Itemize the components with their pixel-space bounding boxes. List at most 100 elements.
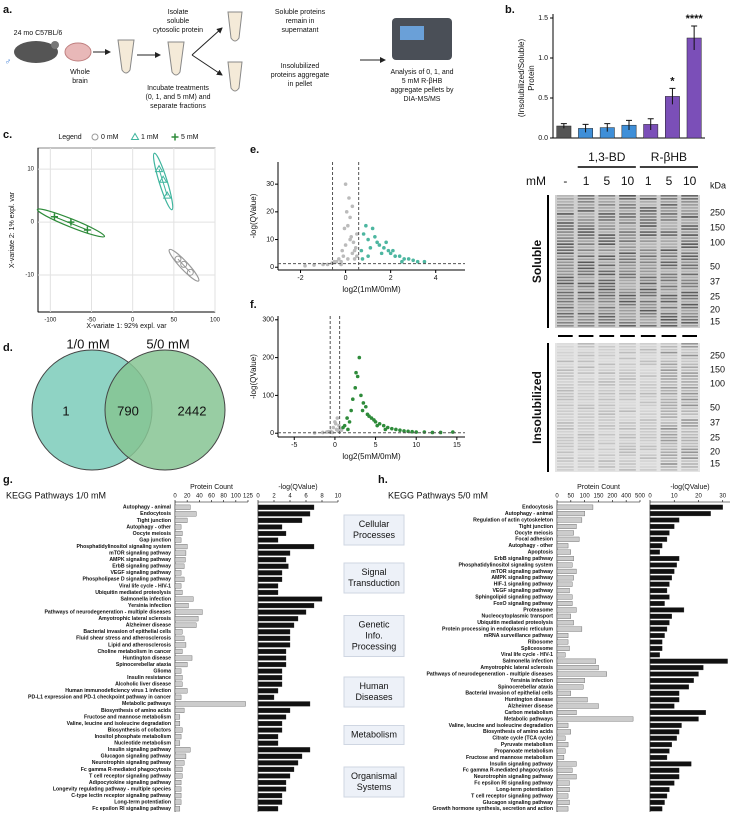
bar bbox=[649, 710, 706, 716]
tube-icon bbox=[117, 39, 135, 74]
gel-band bbox=[681, 392, 698, 395]
gel-band bbox=[577, 288, 595, 291]
gel-band bbox=[577, 413, 595, 415]
gel-band bbox=[639, 240, 657, 242]
gel-band bbox=[660, 252, 678, 255]
gel-band bbox=[557, 246, 574, 248]
pathway-label: Autophagy - other bbox=[126, 524, 171, 530]
gel-band bbox=[660, 324, 678, 327]
gel-band bbox=[557, 264, 574, 267]
gel-band bbox=[577, 294, 595, 297]
gel-band bbox=[557, 282, 574, 285]
gel-band bbox=[681, 267, 698, 270]
gel-band bbox=[660, 312, 678, 315]
gel-band bbox=[577, 436, 595, 439]
gel-band bbox=[598, 321, 616, 324]
x-tick-label: 80 bbox=[220, 494, 227, 500]
venn-set-label: 5/0 mM bbox=[146, 336, 189, 351]
point bbox=[402, 257, 406, 261]
point bbox=[402, 429, 406, 433]
gel-band bbox=[639, 469, 657, 471]
point bbox=[186, 268, 194, 276]
gel-band bbox=[619, 442, 636, 445]
gel-band bbox=[639, 445, 657, 448]
gel-band bbox=[619, 466, 636, 468]
panel-label: e. bbox=[250, 144, 259, 156]
bar bbox=[174, 681, 183, 687]
group-label: Metabolism bbox=[351, 729, 397, 739]
gel-band bbox=[557, 348, 574, 351]
point bbox=[320, 430, 325, 435]
gel-band bbox=[639, 195, 657, 197]
gel-band bbox=[557, 395, 574, 398]
point bbox=[381, 423, 386, 428]
gel-band bbox=[619, 306, 636, 309]
gel-band bbox=[619, 285, 636, 288]
gel-band bbox=[557, 318, 574, 321]
gel-band bbox=[639, 222, 657, 224]
mouse-icon bbox=[14, 41, 58, 63]
gel-band bbox=[598, 460, 616, 462]
chart-title: KEGG Pathways 5/0 mM bbox=[388, 490, 488, 500]
bar bbox=[556, 754, 565, 760]
x-tick-label: -50 bbox=[87, 318, 96, 324]
bar bbox=[556, 799, 570, 805]
gel-band bbox=[681, 372, 698, 374]
gel-band bbox=[557, 392, 574, 395]
bar bbox=[556, 735, 566, 741]
gel-band bbox=[619, 425, 636, 427]
bar bbox=[556, 787, 570, 793]
pathway-label: Ubiquitin mediated proteolysis bbox=[477, 620, 553, 626]
gel-band bbox=[660, 303, 678, 306]
gel-band bbox=[577, 395, 595, 398]
gel-band bbox=[598, 351, 616, 354]
y-tick-label: 20 bbox=[266, 209, 274, 216]
bar bbox=[556, 697, 588, 703]
y-tick-label: 0.0 bbox=[538, 135, 548, 142]
step-text: proteins aggregate bbox=[271, 72, 329, 79]
y-tick-label: 30 bbox=[266, 181, 274, 188]
gel-band bbox=[660, 460, 678, 462]
pathway-label: Endocytosis bbox=[140, 511, 171, 517]
point bbox=[303, 264, 307, 268]
gel-band bbox=[577, 451, 595, 454]
gel-band bbox=[681, 219, 698, 221]
bar bbox=[257, 609, 307, 615]
gel-band bbox=[681, 291, 698, 294]
gel-band bbox=[598, 345, 616, 348]
gel-band bbox=[577, 270, 595, 273]
gel-band bbox=[577, 228, 595, 230]
gel-band bbox=[577, 433, 595, 436]
bar bbox=[257, 557, 287, 563]
gel-band bbox=[681, 324, 698, 327]
bar bbox=[174, 806, 181, 812]
gel-band bbox=[639, 315, 657, 318]
gel-band bbox=[598, 372, 616, 374]
gel-band bbox=[681, 216, 698, 218]
gel-band bbox=[681, 243, 698, 245]
point bbox=[400, 259, 404, 264]
gel-band bbox=[577, 372, 595, 374]
gel-band bbox=[660, 354, 678, 357]
gel-band bbox=[681, 378, 698, 380]
gel-band bbox=[598, 410, 616, 413]
gel-band bbox=[577, 315, 595, 318]
gel-band bbox=[598, 354, 616, 357]
pathway-label: Biosynthesis of cofactors bbox=[108, 727, 172, 733]
gel-band bbox=[681, 401, 698, 404]
gel-band bbox=[660, 276, 678, 279]
gel-band bbox=[557, 413, 574, 415]
bar bbox=[174, 773, 183, 779]
gel-band bbox=[577, 312, 595, 315]
x-tick-label: 0 bbox=[555, 494, 559, 500]
gel-band bbox=[598, 216, 616, 218]
gel-band bbox=[619, 410, 636, 413]
gel-band bbox=[681, 430, 698, 433]
point bbox=[333, 421, 338, 426]
point bbox=[347, 420, 352, 424]
bar bbox=[257, 675, 283, 681]
bar bbox=[556, 716, 634, 722]
gel-band bbox=[598, 425, 616, 427]
bar bbox=[174, 655, 193, 661]
